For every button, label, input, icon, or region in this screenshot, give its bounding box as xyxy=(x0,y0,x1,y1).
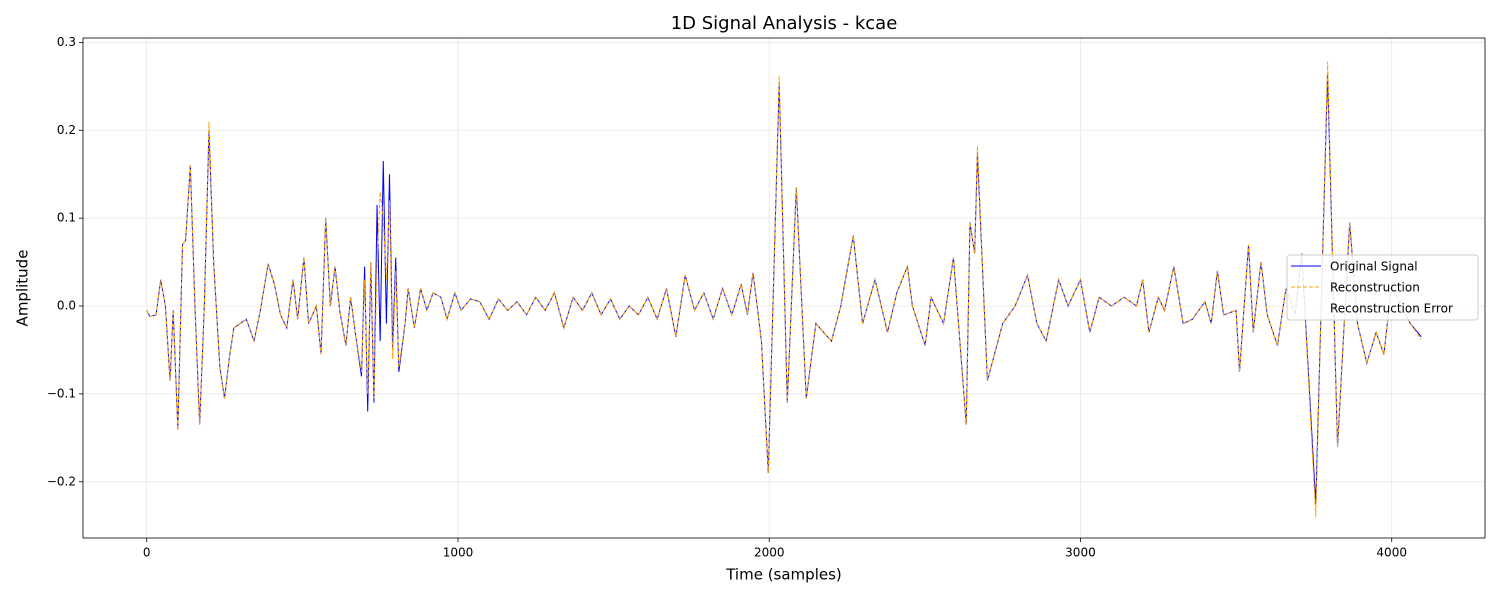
y-tick-label: 0.3 xyxy=(57,35,76,49)
plot-frame xyxy=(82,37,1486,539)
series-line xyxy=(146,61,1422,517)
y-tick-label: −0.2 xyxy=(47,474,76,488)
y-axis-label: Amplitude xyxy=(14,250,32,327)
y-tick-label: 0.1 xyxy=(57,211,76,225)
x-axis-label: Time (samples) xyxy=(725,566,842,584)
x-tick-label: 1000 xyxy=(443,546,474,560)
legend-label: Reconstruction Error xyxy=(1330,302,1453,316)
legend-label: Original Signal xyxy=(1330,260,1418,274)
x-tick-label: 2000 xyxy=(754,546,785,560)
y-tick-label: −0.1 xyxy=(47,386,76,400)
x-tick-label: 3000 xyxy=(1065,546,1096,560)
chart-title: 1D Signal Analysis - kcae xyxy=(671,13,898,34)
legend-box xyxy=(1286,254,1479,321)
y-tick-label: 0.0 xyxy=(57,299,76,313)
x-tick-label: 4000 xyxy=(1376,546,1407,560)
y-tick-label: 0.2 xyxy=(57,123,76,137)
x-tick-label: 0 xyxy=(143,546,151,560)
legend-label: Reconstruction xyxy=(1330,281,1420,295)
